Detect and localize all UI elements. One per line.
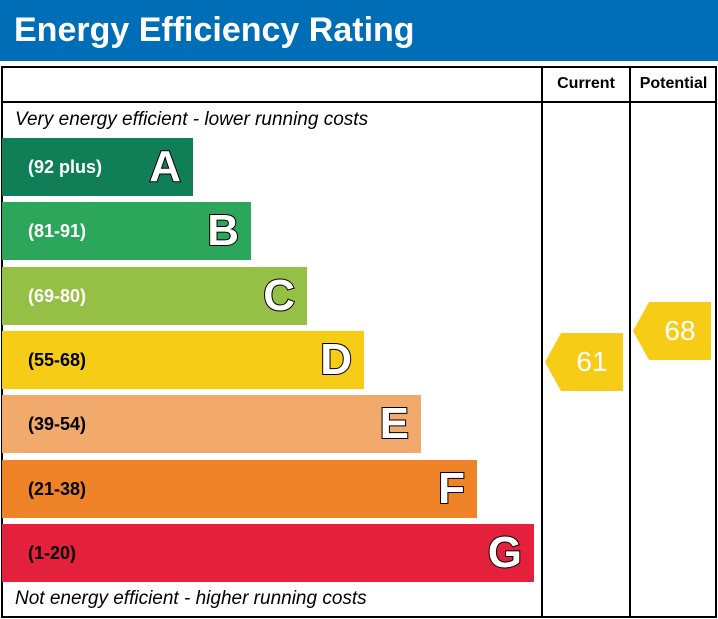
band-f: (21-38) F xyxy=(2,459,477,518)
band-range: (1-20) xyxy=(28,542,77,563)
band-a: (92 plus) A xyxy=(2,138,193,196)
bottom-note: Not energy efficient - higher running co… xyxy=(15,588,367,609)
band-range: (81-91) xyxy=(28,221,87,242)
band-letter: G xyxy=(487,527,523,578)
band-range: (92 plus) xyxy=(28,157,103,177)
band-d: (55-68) D xyxy=(2,330,364,389)
potential-rating-arrow: 68 xyxy=(633,301,711,360)
band-c: (69-80) C xyxy=(2,266,307,325)
band-letter: A xyxy=(148,141,182,192)
arrow-shape xyxy=(545,333,623,391)
band-g: (1-20) G xyxy=(2,523,534,582)
divider xyxy=(629,66,631,618)
divider xyxy=(541,66,543,618)
band-letter: B xyxy=(206,205,240,256)
band-letter: D xyxy=(319,334,353,385)
current-rating-arrow: 61 xyxy=(545,333,623,391)
band-range: (39-54) xyxy=(28,414,87,435)
column-header-potential: Potential xyxy=(639,75,708,92)
divider xyxy=(1,101,717,103)
band-letter: E xyxy=(379,398,410,449)
top-note: Very energy efficient - lower running co… xyxy=(15,109,369,130)
band-range: (69-80) xyxy=(28,285,87,306)
band-range: (21-38) xyxy=(28,478,87,499)
column-header-current: Current xyxy=(557,75,615,92)
band-letter: C xyxy=(262,270,296,321)
band-range: (55-68) xyxy=(28,349,87,370)
band-e: (39-54) E xyxy=(2,395,421,454)
page-title: Energy Efficiency Rating xyxy=(0,0,718,61)
band-b: (81-91) B xyxy=(2,202,251,261)
potential-rating-value: 68 xyxy=(664,314,696,346)
band-letter: F xyxy=(437,463,466,514)
current-rating-value: 61 xyxy=(576,346,608,377)
arrow-shape xyxy=(633,301,711,360)
